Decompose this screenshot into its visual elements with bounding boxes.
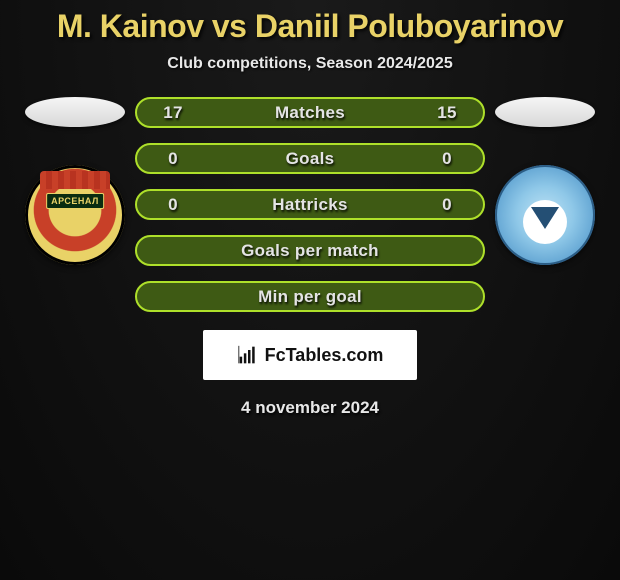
watermark-text: FcTables.com — [265, 345, 384, 366]
comparison-card: M. Kainov vs Daniil Poluboyarinov Club c… — [0, 0, 620, 418]
stat-right-value: 0 — [433, 195, 461, 215]
player-right-column — [485, 97, 605, 265]
stat-label: Goals per match — [241, 241, 379, 261]
stat-row: 0 Hattricks 0 — [135, 189, 485, 220]
stat-right-value: 0 — [433, 149, 461, 169]
club-badge-left — [25, 165, 125, 265]
stat-left-value: 17 — [159, 103, 187, 123]
stat-left-value: 0 — [159, 149, 187, 169]
player-right-avatar — [495, 97, 595, 127]
stat-label: Hattricks — [272, 195, 347, 215]
comparison-body: 17 Matches 15 0 Goals 0 0 Hattricks 0 Goals per m… — [0, 97, 620, 312]
subtitle: Club competitions, Season 2024/2025 — [167, 55, 452, 73]
stat-row: Goals per match — [135, 235, 485, 266]
stat-label: Min per goal — [258, 287, 362, 307]
stat-left-value: 0 — [159, 195, 187, 215]
watermark-badge: FcTables.com — [203, 330, 417, 380]
stat-row: 0 Goals 0 — [135, 143, 485, 174]
player-left-column — [15, 97, 135, 265]
club-badge-right — [495, 165, 595, 265]
stat-row: 17 Matches 15 — [135, 97, 485, 128]
stat-label: Matches — [275, 103, 345, 123]
stats-column: 17 Matches 15 0 Goals 0 0 Hattricks 0 Goals per m… — [135, 97, 485, 312]
stat-row: Min per goal — [135, 281, 485, 312]
player-left-avatar — [25, 97, 125, 127]
page-title: M. Kainov vs Daniil Poluboyarinov — [57, 8, 563, 45]
date-label: 4 november 2024 — [241, 398, 379, 418]
stat-label: Goals — [286, 149, 335, 169]
bar-chart-icon — [237, 345, 259, 365]
stat-right-value: 15 — [433, 103, 461, 123]
